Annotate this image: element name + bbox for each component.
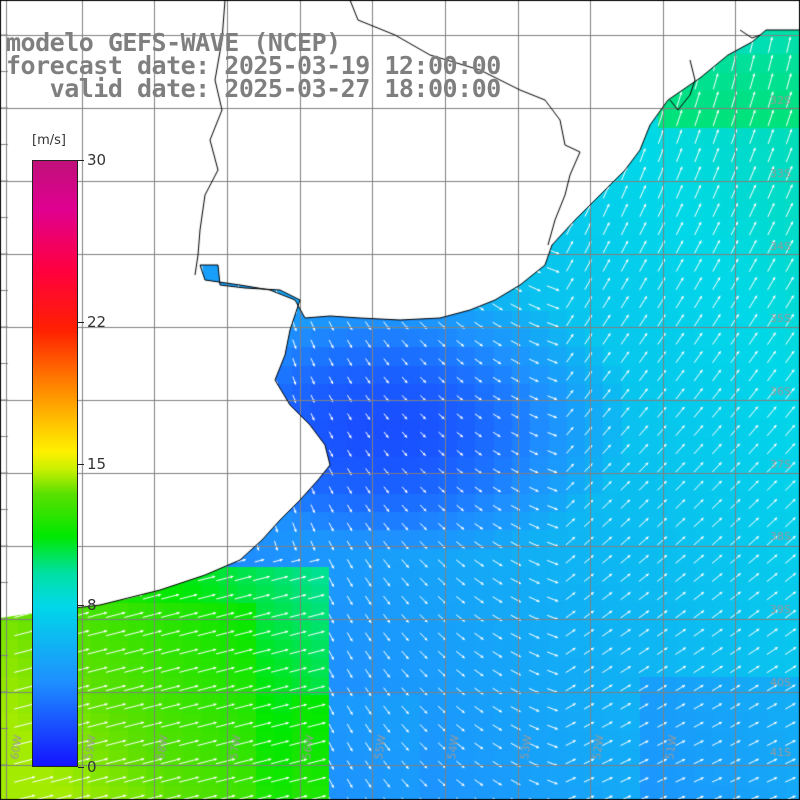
colorbar-tick-mark bbox=[78, 767, 84, 768]
colorbar-tick-label: 30 bbox=[87, 151, 107, 169]
colorbar-tick-mark bbox=[78, 463, 84, 465]
colorbar-tick-label: 8 bbox=[87, 596, 97, 615]
colorbar-tick-label: 22 bbox=[87, 312, 107, 331]
forecast-date: forecast date: 2025-03-19 12:00:00 bbox=[6, 51, 501, 80]
colorbar-unit-label: [m/s] bbox=[32, 133, 66, 148]
colorbar bbox=[32, 160, 78, 767]
colorbar-tick-label: 0 bbox=[87, 758, 97, 776]
colorbar-tick-label: 15 bbox=[87, 454, 107, 473]
colorbar-tick-mark bbox=[78, 160, 84, 161]
colorbar-tick-mark bbox=[78, 321, 84, 323]
model-title: modelo GEFS-WAVE (NCEP) bbox=[6, 28, 341, 57]
colorbar-tick-mark bbox=[78, 605, 84, 607]
valid-date: valid date: 2025-03-27 18:00:00 bbox=[6, 74, 502, 103]
